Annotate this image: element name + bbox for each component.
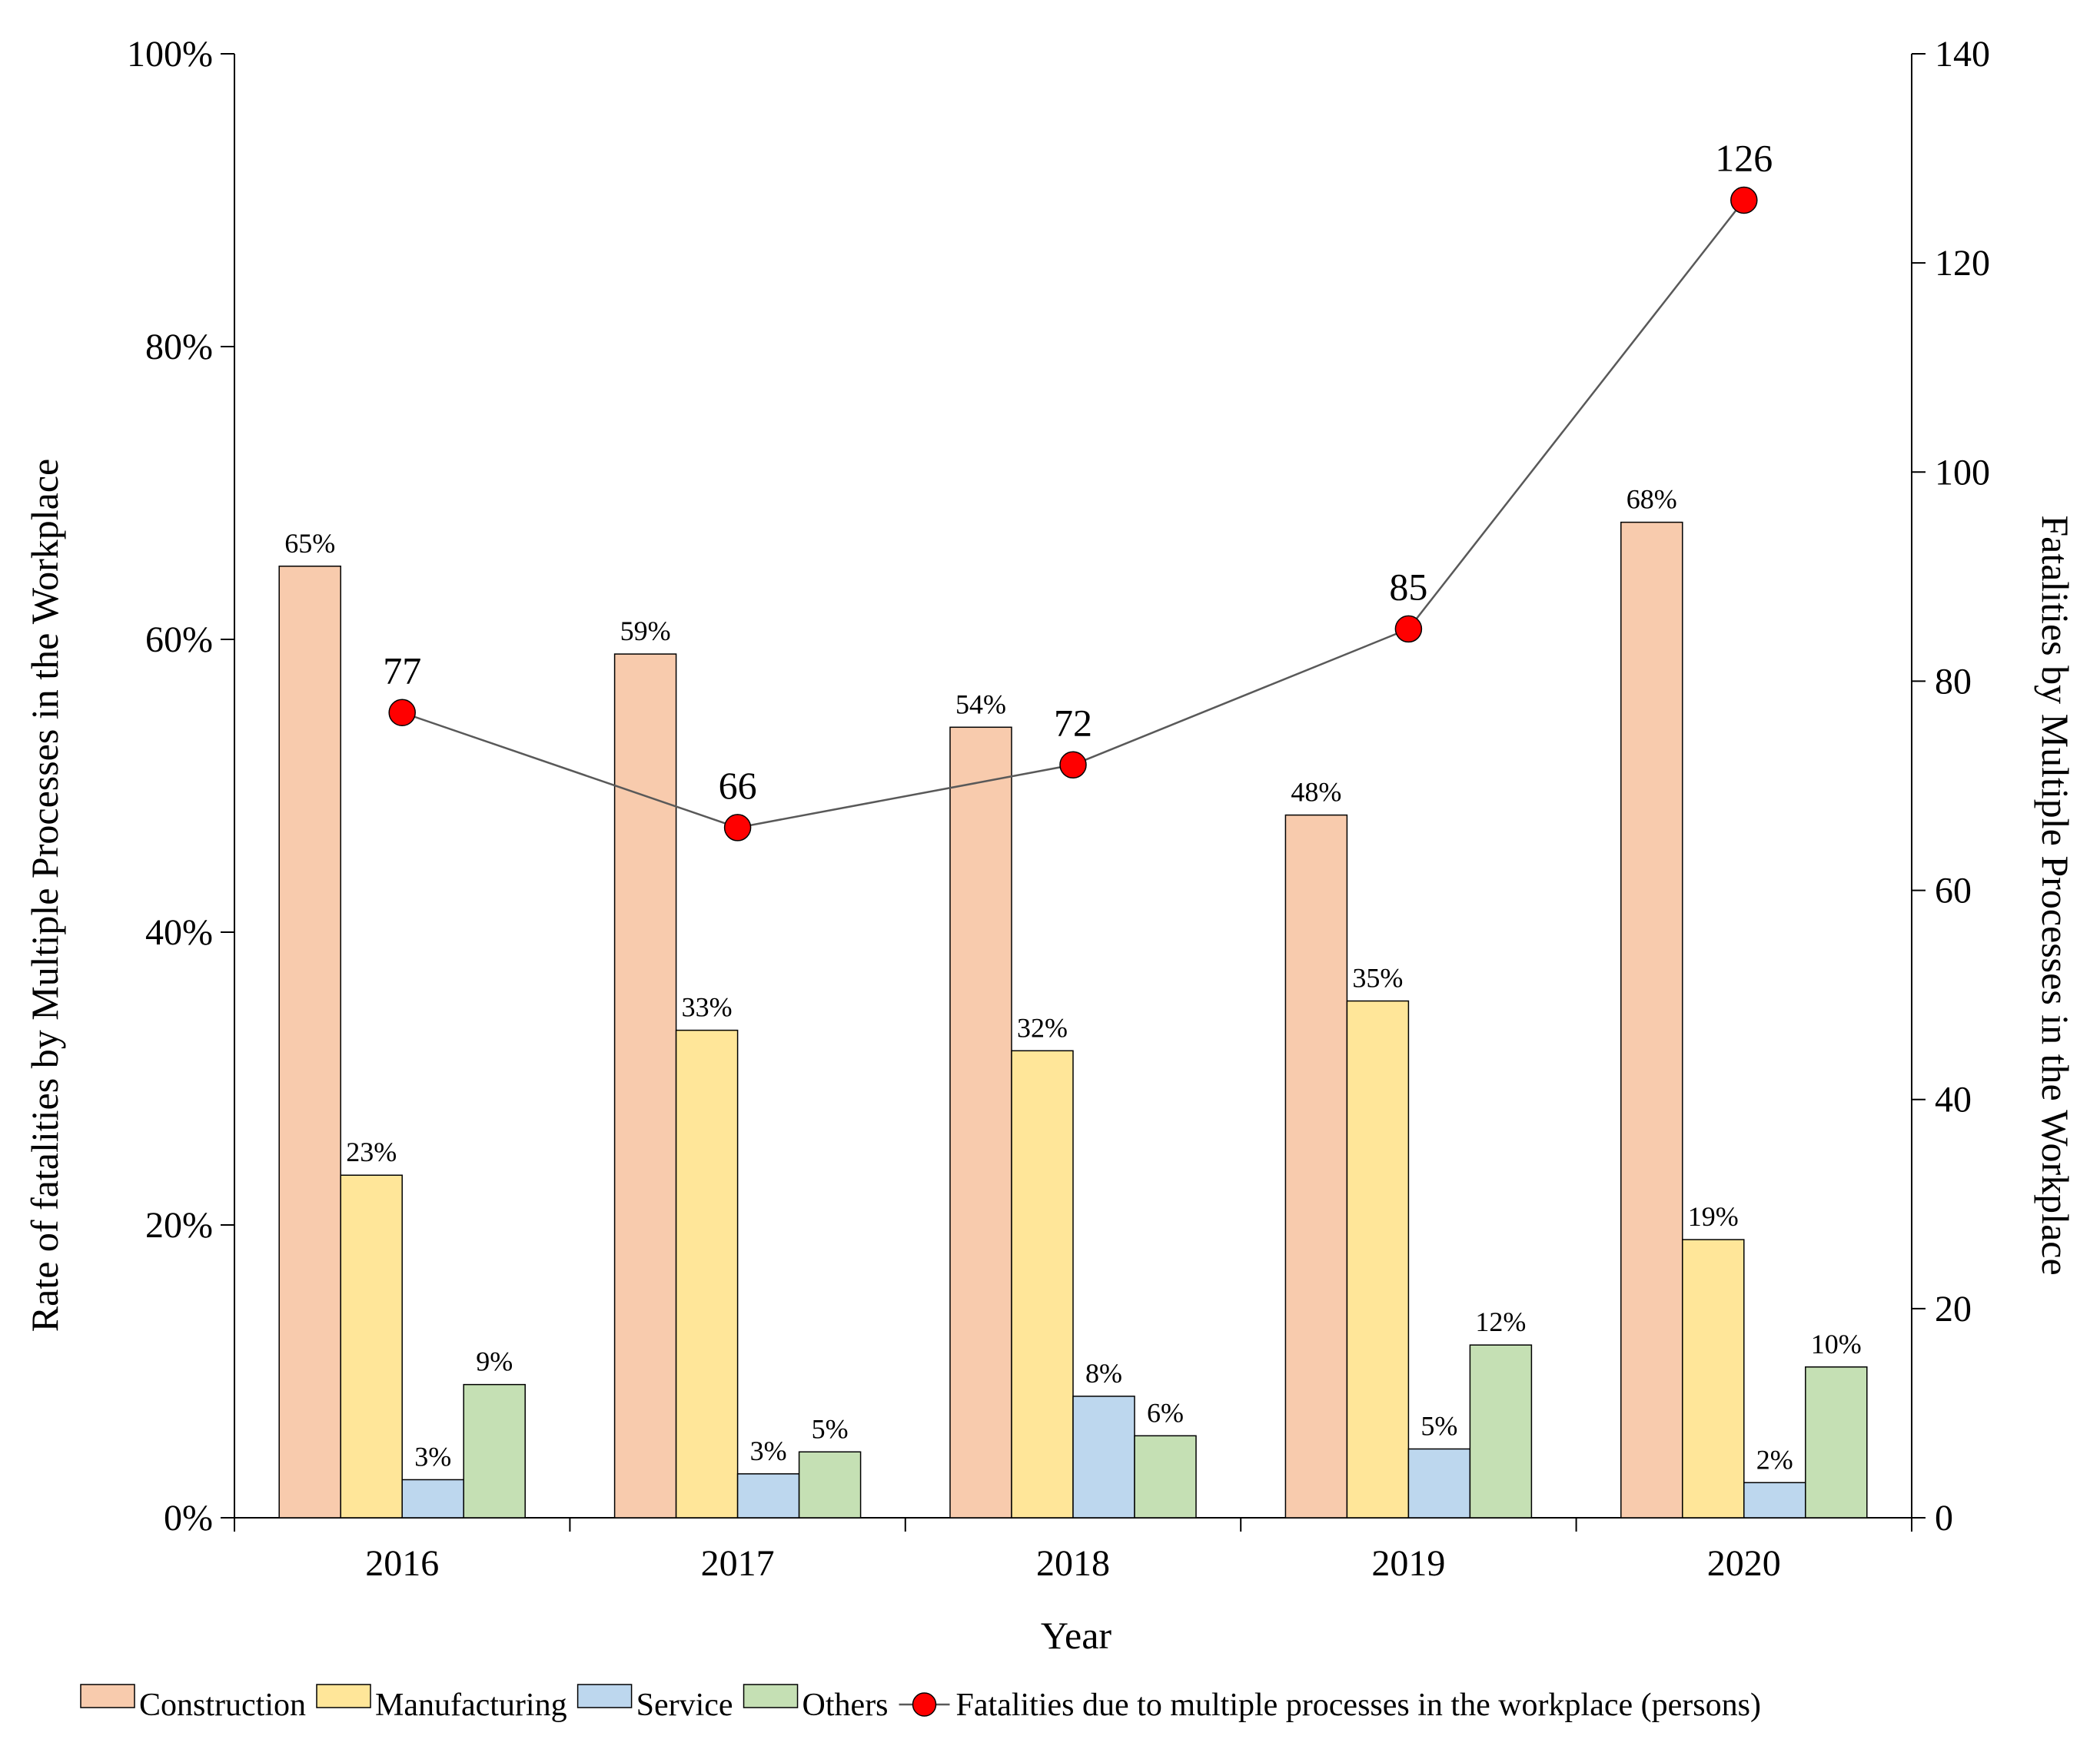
bar-service-2019 xyxy=(1407,1448,1471,1519)
y2-axis-tick-label: 120 xyxy=(1935,243,1990,284)
bar-label-manufacturing-2017: 33% xyxy=(682,992,733,1023)
bar-others-2020 xyxy=(1805,1366,1868,1519)
bar-label-others-2020: 10% xyxy=(1811,1329,1862,1359)
bar-construction-2016 xyxy=(278,566,341,1519)
bar-construction-2020 xyxy=(1620,521,1683,1519)
axes: 0% 20% 40% 60% 80% 100% 0 20 40 60 80 100 120 140 2016… xyxy=(127,34,1990,1584)
bar-manufacturing-2019 xyxy=(1346,1000,1410,1519)
bar-manufacturing-2020 xyxy=(1682,1239,1745,1519)
bar-construction-2019 xyxy=(1284,814,1348,1519)
y2-axis-tick-label: 100 xyxy=(1935,452,1990,493)
x-axis-tick-label: 2018 xyxy=(1036,1543,1110,1584)
y-axis-tick-label: 100% xyxy=(127,34,213,75)
bar-construction-2017 xyxy=(613,653,677,1519)
bar-label-service-2020: 2% xyxy=(1756,1444,1793,1475)
y-axis-tick-label: 60% xyxy=(145,619,213,660)
x-axis-tick-label: 2016 xyxy=(365,1543,439,1584)
bar-label-service-2019: 5% xyxy=(1420,1410,1457,1441)
y2-axis-tick-label: 0 xyxy=(1935,1498,1953,1539)
legend-swatch-construction xyxy=(80,1684,135,1708)
legend-swatch-manufacturing xyxy=(316,1684,371,1708)
legend-label-construction: Construction xyxy=(139,1688,306,1723)
bar-label-service-2018: 8% xyxy=(1085,1358,1122,1389)
bar-label-service-2017: 3% xyxy=(750,1436,787,1466)
bar-others-2016 xyxy=(463,1383,526,1519)
bar-service-2016 xyxy=(401,1479,464,1519)
legend-label-others: Others xyxy=(802,1688,889,1723)
y2-axis-tick-label: 80 xyxy=(1935,661,1972,702)
fatalities-point-2016 xyxy=(388,699,416,726)
bar-label-others-2018: 6% xyxy=(1147,1397,1184,1428)
y2-axis-tick-label: 20 xyxy=(1935,1289,1972,1329)
legend-swatch-others xyxy=(743,1684,799,1708)
bar-manufacturing-2017 xyxy=(675,1029,739,1519)
bar-label-construction-2020: 68% xyxy=(1627,484,1677,515)
fatalities-point-2019 xyxy=(1394,615,1423,643)
bar-others-2019 xyxy=(1469,1344,1533,1519)
legend-swatch-marker xyxy=(912,1692,937,1717)
legend: Construction Manufacturing Service Others Fa… xyxy=(80,1684,1761,1723)
y2-axis-tick-label: 40 xyxy=(1935,1080,1972,1120)
fatalities-label-2017: 66 xyxy=(719,764,757,807)
y-axis-title: Rate of fatalities by Multiple Processes… xyxy=(23,459,66,1332)
bar-label-others-2019: 12% xyxy=(1475,1306,1526,1337)
fatalities-label-2020: 126 xyxy=(1715,137,1773,180)
legend-label-fatalities: Fatalities due to multiple processes in … xyxy=(956,1688,1761,1723)
bars: 65% 59% 54% 48% 68% 23% 33% 32% 35% 19% 3% 3% 8% 5% 2%… xyxy=(278,484,1868,1519)
fatalities-point-2017 xyxy=(723,814,752,841)
bar-label-manufacturing-2019: 35% xyxy=(1352,963,1403,994)
bar-construction-2018 xyxy=(949,726,1012,1519)
legend-label-service: Service xyxy=(636,1688,733,1723)
fatalities-label-2019: 85 xyxy=(1389,565,1427,608)
bar-label-others-2016: 9% xyxy=(476,1346,513,1377)
y2-axis-tick-label: 60 xyxy=(1935,871,1972,911)
bar-label-construction-2017: 59% xyxy=(620,616,671,646)
bar-label-manufacturing-2020: 19% xyxy=(1688,1201,1739,1232)
bar-service-2018 xyxy=(1072,1396,1135,1519)
bar-label-manufacturing-2018: 32% xyxy=(1017,1012,1068,1043)
x-axis-tick-label: 2017 xyxy=(701,1543,775,1584)
fatalities-label-2016: 77 xyxy=(383,649,421,692)
fatalities-label-2018: 72 xyxy=(1054,701,1092,744)
legend-swatch-service xyxy=(577,1684,633,1708)
x-axis-tick-label: 2020 xyxy=(1707,1543,1781,1584)
bar-service-2020 xyxy=(1743,1482,1806,1519)
y2-axis-tick-label: 140 xyxy=(1935,34,1990,75)
fatalities-point-2018 xyxy=(1059,751,1087,779)
bar-label-construction-2018: 54% xyxy=(955,689,1006,719)
y2-axis-title: Fatalities by Multiple Processes in the … xyxy=(2034,515,2077,1275)
x-axis-title: Year xyxy=(1041,1614,1111,1657)
bar-manufacturing-2018 xyxy=(1011,1050,1074,1519)
legend-label-manufacturing: Manufacturing xyxy=(375,1688,567,1723)
bar-label-others-2017: 5% xyxy=(812,1413,849,1444)
x-axis-tick-label: 2019 xyxy=(1371,1543,1445,1584)
bar-service-2017 xyxy=(736,1473,800,1519)
bar-label-construction-2019: 48% xyxy=(1291,777,1341,808)
y-axis-tick-label: 40% xyxy=(145,912,213,953)
fatalities-point-2020 xyxy=(1730,186,1758,214)
bar-label-service-2016: 3% xyxy=(414,1441,451,1472)
bar-others-2018 xyxy=(1134,1435,1197,1519)
bar-label-construction-2016: 65% xyxy=(284,528,335,559)
y-axis-tick-label: 0% xyxy=(164,1498,213,1539)
y-axis-tick-label: 20% xyxy=(145,1205,213,1246)
fatalities-line-layer: 77 66 72 85 126 xyxy=(383,137,1773,841)
bar-others-2017 xyxy=(798,1451,862,1519)
bar-manufacturing-2016 xyxy=(340,1174,403,1519)
bar-label-manufacturing-2016: 23% xyxy=(346,1137,397,1167)
y-axis-tick-label: 80% xyxy=(145,327,213,367)
